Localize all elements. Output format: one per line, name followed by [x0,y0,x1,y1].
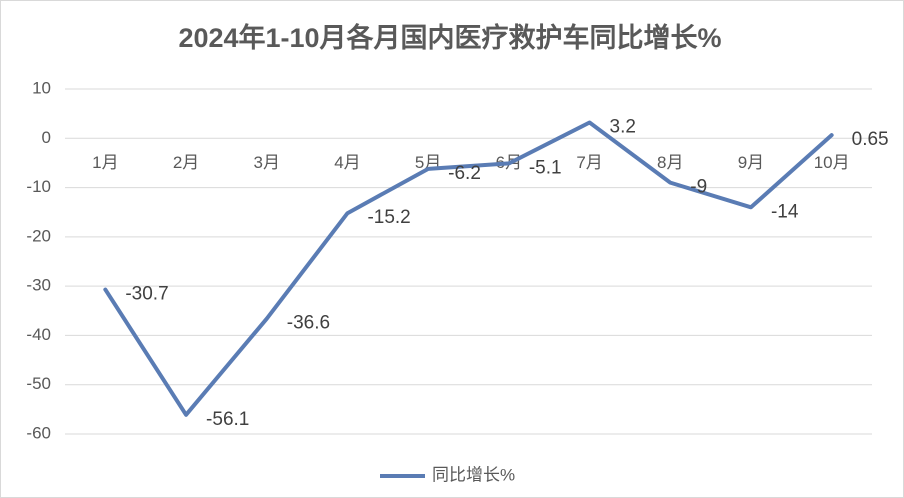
x-tick-label: 10月 [814,153,850,172]
data-label: 0.65 [852,129,889,150]
data-label: -56.1 [206,409,249,430]
x-tick-label: 9月 [738,153,764,172]
data-label: 3.2 [610,117,636,138]
y-tick-label: -40 [26,325,51,344]
x-tick-label: 3月 [254,153,280,172]
x-tick-label: 1月 [92,153,118,172]
data-label: -9 [690,177,707,198]
y-tick-label: 0 [42,128,51,147]
data-line [103,120,834,417]
y-tick-label: 10 [32,78,51,97]
y-tick-label: -10 [26,177,51,196]
y-tick-label: -60 [26,423,51,442]
x-tick-label: 2月 [173,153,199,172]
data-label: -15.2 [367,207,410,228]
legend-label: 同比增长% [432,465,515,484]
data-label: -6.2 [448,163,481,184]
x-tick-label: 7月 [576,153,602,172]
data-label: -36.6 [287,313,330,334]
x-tick-label: 8月 [657,153,683,172]
data-label: -30.7 [125,284,168,305]
y-tick-label: -30 [26,276,51,295]
chart-title: 2024年1-10月各月国内医疗救护车同比增长% [178,22,721,53]
data-label: -14 [771,201,799,222]
y-tick-label: -50 [26,374,51,393]
y-tick-label: -20 [26,226,51,245]
data-label: -5.1 [529,157,562,178]
x-tick-label: 4月 [334,153,360,172]
